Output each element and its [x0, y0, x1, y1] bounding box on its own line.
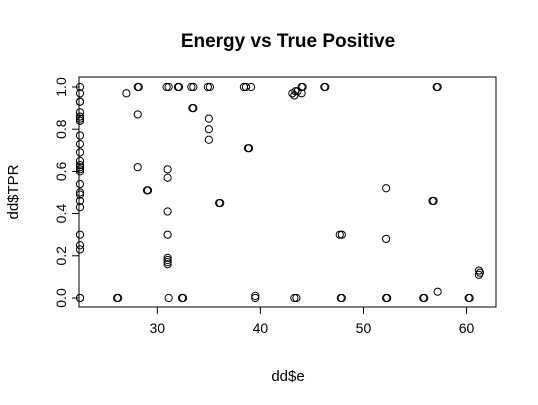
data-point [337, 230, 346, 239]
data-point [298, 82, 307, 92]
chart-title: Energy vs True Positive [181, 31, 395, 52]
data-point [162, 82, 171, 92]
data-point [75, 241, 85, 250]
data-point [75, 82, 85, 92]
data-point [382, 184, 391, 193]
data-point [122, 89, 131, 98]
data-point [163, 260, 172, 269]
x-axis: 30 40 50 60 [150, 307, 475, 336]
plot-frame [78, 76, 497, 308]
data-point [337, 293, 346, 303]
y-tick-label: 0.2 [53, 246, 69, 266]
x-tick-label: 50 [356, 320, 372, 336]
y-tick-label: 0.0 [53, 288, 69, 308]
data-point [75, 163, 85, 172]
data-point [75, 139, 85, 149]
data-point [75, 188, 85, 197]
data-point [163, 173, 172, 182]
data-point [163, 230, 172, 239]
data-point [143, 186, 153, 195]
data-point [290, 293, 299, 303]
y-tick-label: 0.6 [53, 161, 69, 181]
data-point [163, 207, 172, 216]
data-point [134, 82, 143, 92]
data-point [178, 293, 188, 303]
data-point [204, 114, 213, 123]
data-point [75, 114, 85, 123]
data-point [383, 293, 392, 303]
data-point [164, 82, 173, 92]
data-point [251, 293, 260, 303]
x-tick-label: 60 [459, 320, 475, 336]
data-point [75, 89, 85, 98]
data-point [75, 196, 85, 206]
data-point [465, 293, 474, 303]
data-point [189, 104, 198, 113]
data-point [75, 245, 85, 254]
data-point [75, 179, 85, 189]
y-tick-label: 0.4 [53, 204, 69, 224]
data-point [433, 82, 442, 92]
data-point [163, 253, 172, 263]
data-point [251, 291, 260, 300]
data-point [174, 82, 184, 92]
data-point [163, 258, 172, 267]
data-point [187, 82, 196, 92]
data-point [75, 167, 85, 176]
data-point [114, 293, 123, 303]
data-point [205, 82, 214, 92]
data-point [420, 293, 429, 303]
data-point [244, 144, 254, 153]
y-axis-label: dd$TPR [5, 164, 22, 219]
y-tick-label: 0.8 [53, 119, 69, 139]
data-point [75, 156, 85, 165]
y-axis: 0.0 0.2 0.4 0.6 0.8 1.0 [53, 77, 79, 308]
data-point [75, 190, 85, 199]
y-tick-label: 1.0 [53, 77, 69, 97]
data-point [133, 110, 142, 119]
x-tick-label: 40 [253, 320, 269, 336]
data-point [382, 234, 391, 244]
data-point [335, 230, 344, 239]
x-tick-label: 30 [150, 320, 166, 336]
data-point [203, 82, 212, 92]
data-point [133, 163, 142, 172]
data-point [293, 87, 302, 96]
data-points [75, 82, 485, 303]
data-point [474, 270, 484, 279]
data-point [321, 82, 330, 92]
data-point [247, 82, 256, 92]
data-point [75, 165, 85, 174]
data-point [216, 198, 225, 208]
data-point [241, 82, 251, 92]
data-point [75, 97, 85, 106]
data-point [429, 196, 438, 206]
data-point [75, 108, 85, 117]
data-point [75, 293, 85, 303]
data-point [204, 135, 213, 144]
data-point [75, 160, 85, 170]
data-point [189, 82, 198, 92]
data-point [163, 255, 172, 265]
data-point [292, 293, 301, 303]
data-point [75, 112, 85, 121]
data-point [204, 125, 213, 134]
data-point [75, 148, 85, 157]
data-point [163, 165, 172, 174]
data-point [75, 131, 85, 140]
data-point [75, 203, 85, 212]
x-axis-label: dd$e [271, 368, 304, 385]
data-point [297, 89, 306, 98]
data-point [75, 116, 85, 125]
data-point [164, 293, 173, 303]
data-point [75, 230, 85, 239]
data-point [433, 287, 442, 296]
